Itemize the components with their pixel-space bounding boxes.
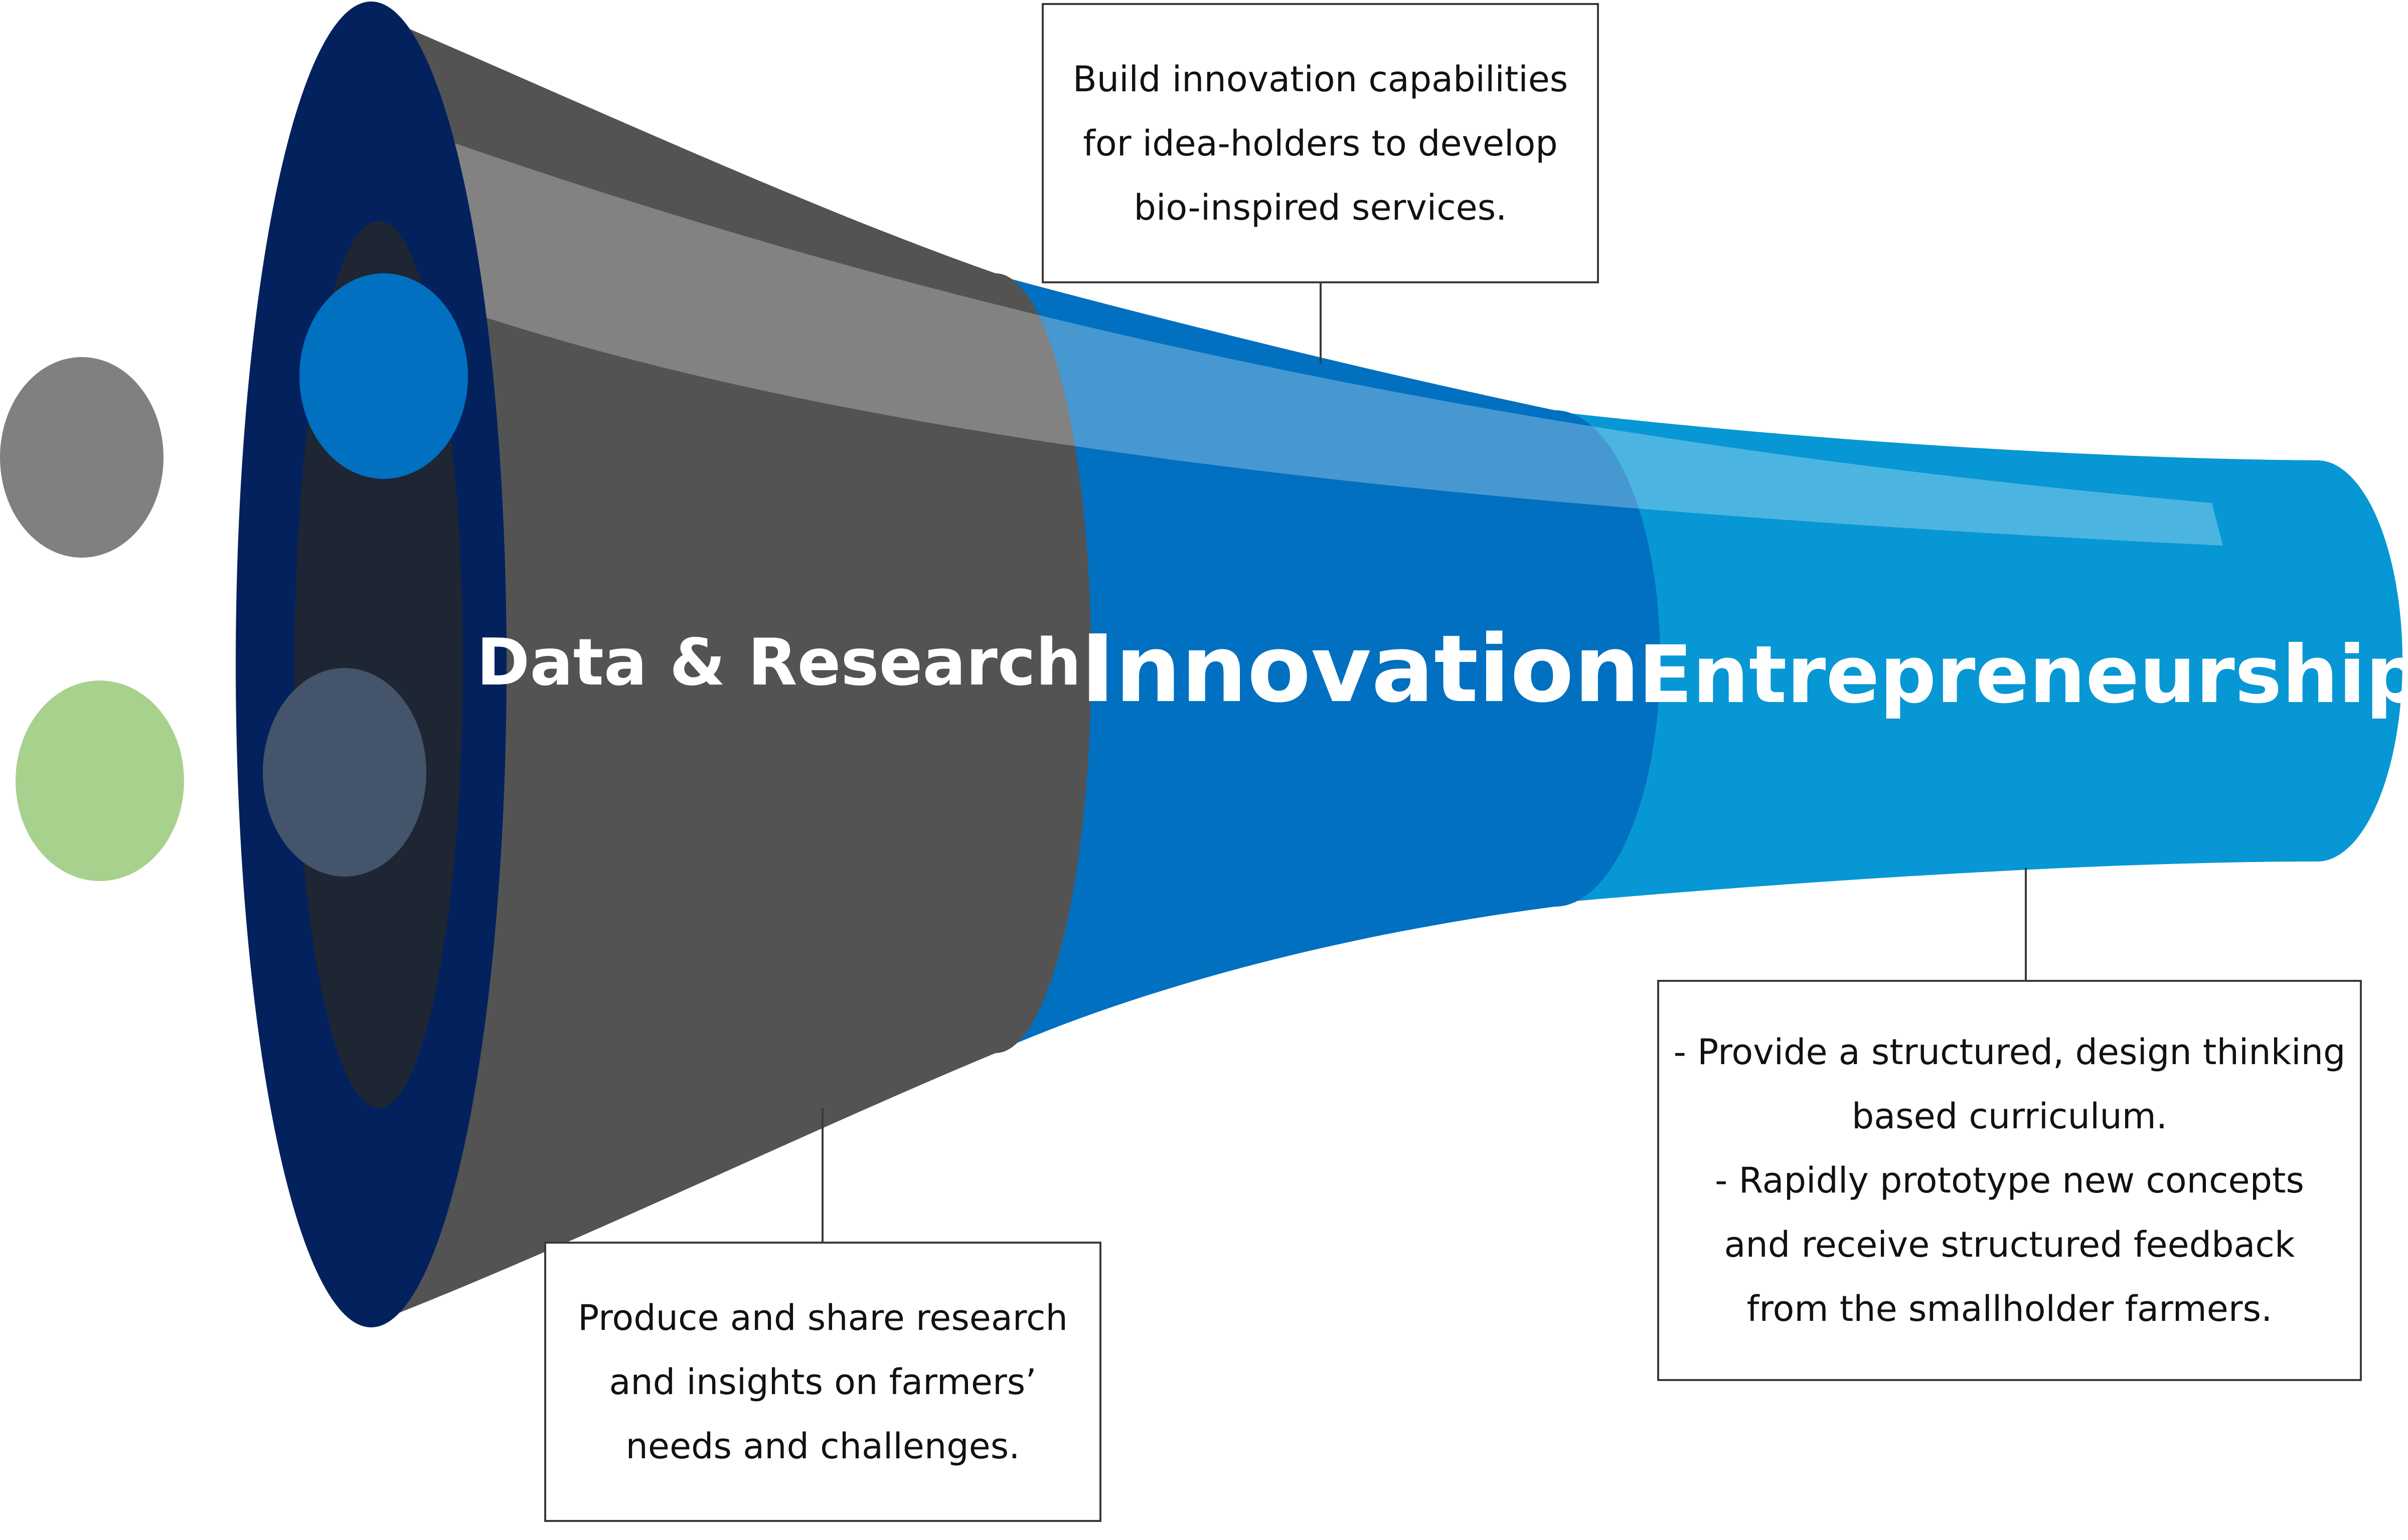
connector-research bbox=[822, 1108, 824, 1242]
callout-line: based curriculum. bbox=[1851, 1096, 2168, 1137]
callout-line: needs and challenges. bbox=[625, 1425, 1020, 1467]
callout-innovation: Build innovation capabilities for idea-h… bbox=[1042, 3, 1599, 283]
input-dot-grey bbox=[0, 357, 164, 558]
funnel-highlight bbox=[454, 143, 2223, 546]
funnel-section-data-research bbox=[371, 13, 1091, 1324]
callout-line: bio-inspired services. bbox=[1134, 187, 1507, 228]
callout-line: Produce and share research bbox=[578, 1297, 1068, 1338]
callout-line: - Rapidly prototype new concepts bbox=[1715, 1160, 2304, 1201]
callout-line: for idea-holders to develop bbox=[1083, 122, 1558, 164]
stage-label-innovation: Innovation bbox=[1080, 615, 1640, 723]
connector-innovation bbox=[1320, 283, 1322, 364]
input-dot-slate bbox=[263, 668, 426, 877]
callout-line: - Provide a structured, design thinking bbox=[1673, 1032, 2346, 1073]
stage-label-data-research: Data & Research bbox=[476, 625, 1081, 700]
connector-entrepreneurship bbox=[2025, 868, 2027, 980]
callout-line: and insights on farmers’ bbox=[609, 1361, 1037, 1403]
callout-research: Produce and share research and insights … bbox=[544, 1242, 1101, 1522]
funnel-section-entrepreneurship bbox=[1530, 409, 2402, 905]
funnel-section-innovation bbox=[996, 275, 1660, 1052]
callout-entrepreneurship: - Provide a structured, design thinking … bbox=[1657, 980, 2362, 1381]
callout-line: from the smallholder farmers. bbox=[1746, 1288, 2273, 1329]
callout-line: and receive structured feedback bbox=[1724, 1224, 2295, 1265]
stage-label-entrepreneurship: Entrepreneurship bbox=[1638, 629, 2408, 721]
callout-line: Build innovation capabilities bbox=[1072, 58, 1568, 100]
input-dot-blue bbox=[299, 273, 468, 479]
input-dot-green bbox=[16, 680, 184, 881]
